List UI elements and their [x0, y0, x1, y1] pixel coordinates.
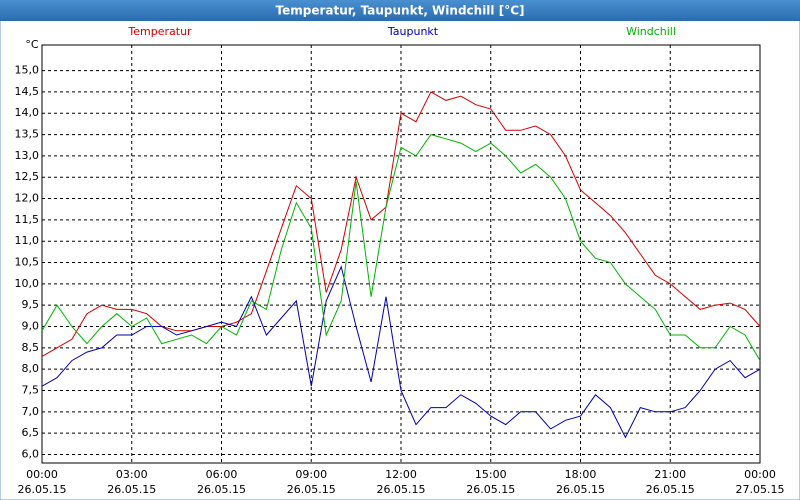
- x-tick-date: 27.05.15: [736, 483, 785, 496]
- y-tick-label: 10,0: [15, 277, 40, 290]
- x-tick-date: 26.05.15: [197, 483, 246, 496]
- y-tick-label: 7,5: [22, 383, 40, 396]
- y-tick-label: 12,0: [15, 192, 40, 205]
- legend-entry: Temperatur: [127, 25, 192, 38]
- legend-entry: Windchill: [626, 25, 676, 38]
- title-bar: [0, 0, 800, 21]
- y-tick-label: 10,5: [15, 256, 40, 269]
- plot-frame: [41, 44, 761, 464]
- x-tick-label: 21:00: [654, 468, 686, 481]
- y-tick-label: 11,5: [15, 213, 40, 226]
- x-tick-date: 26.05.15: [18, 483, 67, 496]
- y-tick-label: 14,0: [15, 106, 40, 119]
- x-tick-date: 26.05.15: [646, 483, 695, 496]
- x-tick-label: 00:00: [26, 468, 58, 481]
- x-tick-date: 26.05.15: [287, 483, 336, 496]
- x-tick-label: 00:00: [744, 468, 776, 481]
- y-tick-label: 6,0: [22, 447, 40, 460]
- series-line: [41, 134, 761, 361]
- y-tick-label: 14,5: [15, 85, 40, 98]
- y-tick-label: 7,0: [22, 405, 40, 418]
- x-tick-label: 03:00: [116, 468, 148, 481]
- series-line: [41, 265, 761, 439]
- legend-entry: Taupunkt: [387, 25, 439, 38]
- x-tick-date: 26.05.15: [377, 483, 426, 496]
- x-tick-label: 18:00: [565, 468, 597, 481]
- x-tick-date: 26.05.15: [466, 483, 515, 496]
- x-tick-label: 15:00: [475, 468, 507, 481]
- x-tick-label: 06:00: [206, 468, 238, 481]
- window-title: Temperatur, Taupunkt, Windchill [°C]: [276, 4, 525, 18]
- y-tick-label: 6,5: [22, 426, 40, 439]
- y-tick-label: 9,0: [22, 320, 40, 333]
- x-tick-label: 12:00: [385, 468, 417, 481]
- y-tick-label: 11,0: [15, 234, 40, 247]
- y-tick-label: 13,0: [15, 149, 40, 162]
- y-unit: °C: [25, 38, 39, 51]
- y-tick-label: 8,5: [22, 341, 40, 354]
- y-tick-label: 13,5: [15, 128, 40, 141]
- y-tick-label: 9,5: [22, 298, 40, 311]
- y-tick-label: 15,0: [15, 64, 40, 77]
- x-tick-date: 26.05.15: [107, 483, 156, 496]
- x-tick-label: 09:00: [295, 468, 327, 481]
- x-tick-date: 26.05.15: [556, 483, 605, 496]
- y-tick-label: 12,5: [15, 170, 40, 183]
- y-tick-label: 8,0: [22, 362, 40, 375]
